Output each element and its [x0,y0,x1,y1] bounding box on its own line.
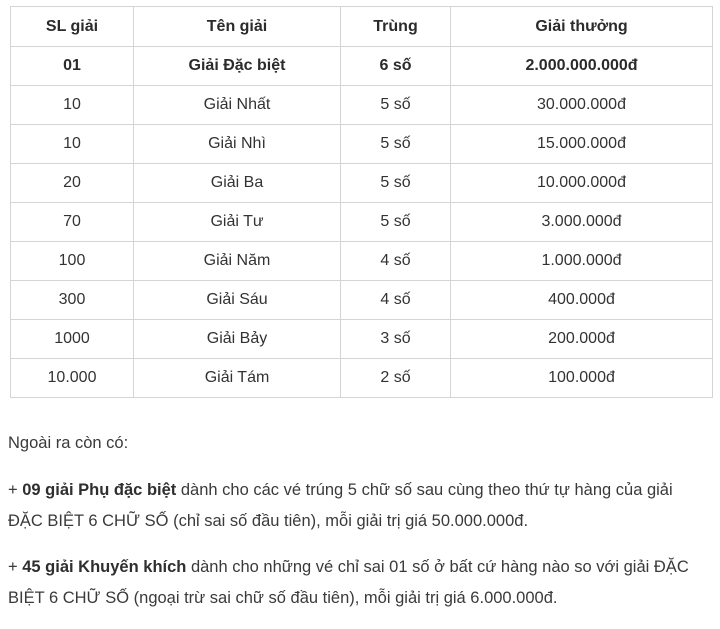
header-sl-giai: SL giải [10,6,134,47]
cell-giai-thuong: 400.000đ [450,280,713,320]
cell-trung: 5 số [340,163,451,203]
cell-sl-giai: 1000 [10,319,134,359]
cell-trung: 4 số [340,280,451,320]
cell-sl-giai: 300 [10,280,134,320]
table-row: 300 Giải Sáu 4 số 400.000đ [10,280,713,320]
note2-bold-label: 45 giải Khuyến khích [22,558,187,576]
cell-trung: 4 số [340,241,451,281]
table-row: 10.000 Giải Tám 2 số 100.000đ [10,358,713,398]
cell-giai-thuong: 15.000.000đ [450,124,713,164]
prize-table: SL giải Tên giải Trùng Giải thưởng 01 Giả… [10,6,713,398]
cell-trung: 5 số [340,202,451,242]
table-row: 01 Giải Đặc biệt 6 số 2.000.000.000đ [10,46,713,86]
cell-giai-thuong: 10.000.000đ [450,163,713,203]
note2-prefix: + [8,558,23,576]
cell-ten-giai: Giải Sáu [133,280,341,320]
cell-sl-giai: 10 [10,85,134,125]
cell-sl-giai: 10 [10,124,134,164]
header-ten-giai: Tên giải [133,6,341,47]
table-row: 1000 Giải Bảy 3 số 200.000đ [10,319,713,359]
cell-ten-giai: Giải Nhất [133,85,341,125]
notes-intro: Ngoài ra còn có: [8,434,129,452]
cell-giai-thuong: 3.000.000đ [450,202,713,242]
note-khuyen-khich: + 45 giải Khuyến khích dành cho những vé… [8,552,712,614]
cell-sl-giai: 20 [10,163,134,203]
notes-section: Ngoài ra còn có: + 09 giải Phụ đặc biệt … [8,428,712,629]
table-row: 100 Giải Năm 4 số 1.000.000đ [10,241,713,281]
table-row: 20 Giải Ba 5 số 10.000.000đ [10,163,713,203]
cell-sl-giai: 01 [10,46,134,86]
table-row: 10 Giải Nhất 5 số 30.000.000đ [10,85,713,125]
cell-trung: 3 số [340,319,451,359]
cell-sl-giai: 10.000 [10,358,134,398]
cell-sl-giai: 100 [10,241,134,281]
note1-bold-label: 09 giải Phụ đặc biệt [22,481,177,499]
note-phu-dac-biet: + 09 giải Phụ đặc biệt dành cho các vé t… [8,475,712,537]
cell-trung: 5 số [340,124,451,164]
header-trung: Trùng [340,6,451,47]
cell-giai-thuong: 30.000.000đ [450,85,713,125]
cell-giai-thuong: 200.000đ [450,319,713,359]
note1-prefix: + [8,481,23,499]
cell-ten-giai: Giải Năm [133,241,341,281]
table-row: 10 Giải Nhì 5 số 15.000.000đ [10,124,713,164]
table-row: 70 Giải Tư 5 số 3.000.000đ [10,202,713,242]
cell-sl-giai: 70 [10,202,134,242]
cell-giai-thuong: 100.000đ [450,358,713,398]
cell-ten-giai: Giải Ba [133,163,341,203]
header-giai-thuong: Giải thưởng [450,6,713,47]
cell-giai-thuong: 2.000.000.000đ [450,46,713,86]
cell-ten-giai: Giải Đặc biệt [133,46,341,86]
cell-giai-thuong: 1.000.000đ [450,241,713,281]
note2-text: dành cho những vé chỉ sai 01 số ở bất cứ… [8,558,689,607]
cell-trung: 5 số [340,85,451,125]
cell-ten-giai: Giải Tư [133,202,341,242]
cell-ten-giai: Giải Nhì [133,124,341,164]
page: SL giải Tên giải Trùng Giải thưởng 01 Giả… [8,6,713,607]
cell-ten-giai: Giải Tám [133,358,341,398]
table-header-row: SL giải Tên giải Trùng Giải thưởng [10,6,713,47]
note1-text: dành cho các vé trúng 5 chữ số sau cùng … [8,481,673,530]
cell-trung: 6 số [340,46,451,86]
cell-ten-giai: Giải Bảy [133,319,341,359]
cell-trung: 2 số [340,358,451,398]
